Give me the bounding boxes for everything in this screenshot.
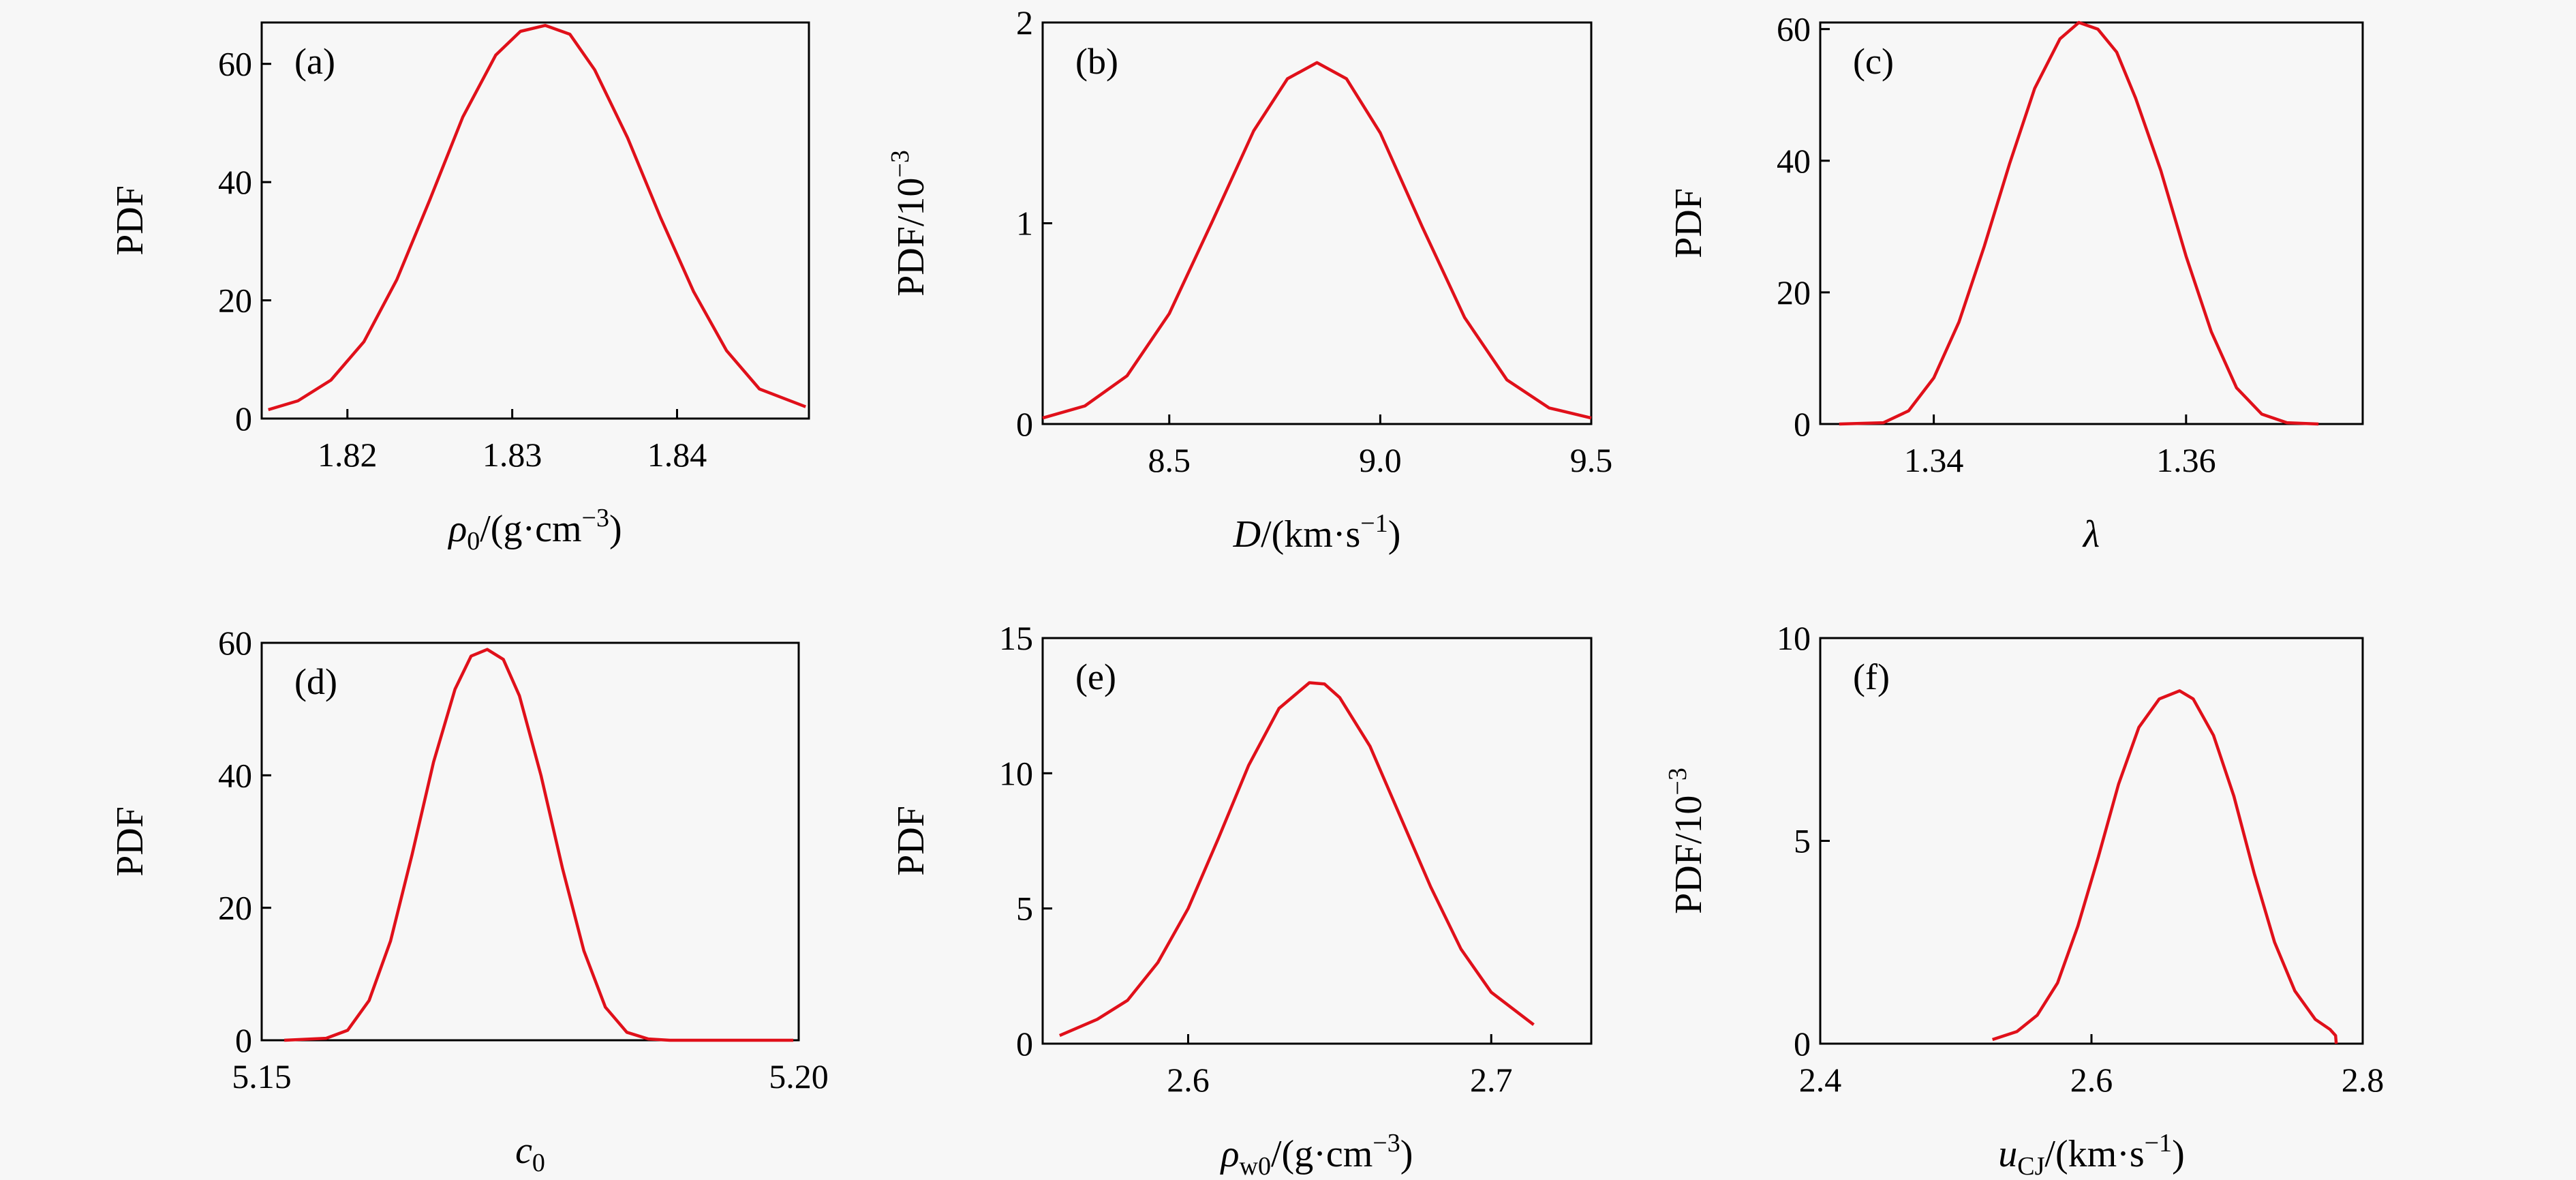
panel-d-ytick-label: 60 <box>218 624 252 662</box>
panel-d: 5.15 5.20 0 20 40 60 (d) PDF c0 <box>109 624 829 1177</box>
panel-f-ytick-label: 0 <box>1794 1025 1811 1063</box>
panel-d-ylabel: PDF <box>109 806 151 877</box>
panel-c-ytick-label: 60 <box>1777 10 1811 48</box>
panel-e-xtick-label: 2.6 <box>1167 1061 1210 1099</box>
panel-a-label: (a) <box>294 41 335 82</box>
panel-b-xlabel: D/(km·s−1) <box>1233 509 1401 556</box>
panel-a-xtick-label: 1.84 <box>647 436 707 474</box>
panel-a-xtick-label: 1.83 <box>482 436 542 474</box>
panel-c-label: (c) <box>1853 41 1894 82</box>
panel-a-pdf-curve <box>268 24 807 412</box>
panel-b-pdf-curve <box>1042 61 1592 420</box>
panel-b-xtick-label: 9.0 <box>1359 441 1402 479</box>
panel-e-ylabel: PDF <box>890 806 932 876</box>
panel-b-ytick-label: 2 <box>1016 3 1033 42</box>
panel-f-xlabel: uCJ/(km·s−1) <box>1998 1129 2184 1180</box>
panel-c-xlabel: λ <box>2082 513 2100 556</box>
panel-c-frame <box>1819 21 2364 425</box>
panel-f: 2.4 2.6 2.8 0 5 10 (f) PDF/10−3 uCJ/(km·s−1) <box>1663 619 2384 1180</box>
panel-f-pdf-curve <box>1991 689 2338 1044</box>
panel-a-frame <box>260 21 810 420</box>
panel-a-ylabel: PDF <box>109 185 151 256</box>
panel-f-label: (f) <box>1853 656 1890 697</box>
panel-d-frame <box>260 641 800 1042</box>
panel-d-ytick-label: 40 <box>218 756 252 794</box>
panel-f-xtick-label: 2.6 <box>2070 1061 2113 1099</box>
panel-b-label: (b) <box>1075 41 1118 82</box>
panel-c-xtick-label: 1.36 <box>2156 441 2216 479</box>
panel-f-xtick-label: 2.4 <box>1799 1061 1842 1099</box>
panel-d-xtick-label: 5.20 <box>769 1057 829 1095</box>
panel-a-ytick-label: 20 <box>218 282 252 320</box>
panel-c-ylabel: PDF <box>1668 188 1710 258</box>
panel-e-ytick-label: 15 <box>999 619 1033 657</box>
panel-d-xlabel: c0 <box>515 1130 545 1177</box>
panel-e-xlabel: ρw0/(g·cm−3) <box>1220 1129 1413 1180</box>
panel-e-label: (e) <box>1075 656 1116 697</box>
panel-c-ytick-label: 40 <box>1777 142 1811 180</box>
panel-d-ytick-label: 20 <box>218 889 252 927</box>
panel-d-pdf-curve <box>283 648 794 1042</box>
panel-f-ytick-label: 5 <box>1794 822 1811 860</box>
panel-f-xtick-label: 2.8 <box>2342 1061 2385 1099</box>
panel-b-xtick-label: 8.5 <box>1148 441 1191 479</box>
panel-c-ytick-label: 20 <box>1777 273 1811 312</box>
panel-d-ytick-label: 0 <box>235 1021 252 1059</box>
panel-c-pdf-curve <box>1839 20 2319 426</box>
panel-a-ytick-label: 0 <box>235 399 252 438</box>
panel-c-ytick-label: 0 <box>1794 405 1811 443</box>
panel-f-ylabel: PDF/10−3 <box>1663 768 1710 914</box>
panel-e-pdf-curve <box>1059 681 1535 1038</box>
panel-e-frame <box>1041 637 1593 1045</box>
panel-d-label: (d) <box>294 661 337 702</box>
panel-e: 2.6 2.7 0 5 10 15 (e) PDF ρw0/(g·cm−3) <box>890 619 1593 1180</box>
panel-a-xlabel: ρ0/(g·cm−3) <box>447 504 622 556</box>
panel-b-ylabel: PDF/10−3 <box>886 150 932 297</box>
panel-e-ytick-label: 5 <box>1016 890 1033 928</box>
panel-a-ytick-label: 60 <box>218 45 252 83</box>
panel-a: 1.82 1.83 1.84 0 20 40 60 (a) PDF ρ0/(g·cm−3) <box>109 21 810 556</box>
panel-c: 1.34 1.36 0 20 40 60 (c) PDF λ <box>1668 10 2364 556</box>
panel-b-xtick-label: 9.5 <box>1570 441 1613 479</box>
panel-e-xtick-label: 2.7 <box>1470 1061 1513 1099</box>
panel-b-ytick-label: 1 <box>1016 205 1033 243</box>
panel-a-xtick-label: 1.82 <box>318 436 378 474</box>
panel-d-xtick-label: 5.15 <box>232 1057 292 1095</box>
panel-f-ytick-label: 10 <box>1777 619 1811 657</box>
panel-e-ytick-label: 10 <box>999 754 1033 792</box>
panel-c-xtick-label: 1.34 <box>1904 441 1964 479</box>
panel-b: 8.5 9.0 9.5 0 1 2 (b) PDF/10−3 D/(km·s−1) <box>886 3 1612 556</box>
panel-e-ytick-label: 0 <box>1016 1025 1033 1063</box>
panel-b-ytick-label: 0 <box>1016 405 1033 443</box>
panel-a-ytick-label: 40 <box>218 163 252 201</box>
